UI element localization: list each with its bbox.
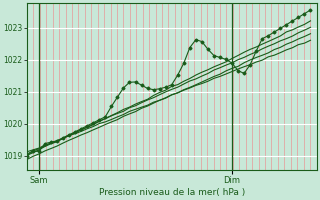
X-axis label: Pression niveau de la mer( hPa ): Pression niveau de la mer( hPa ) — [99, 188, 245, 197]
